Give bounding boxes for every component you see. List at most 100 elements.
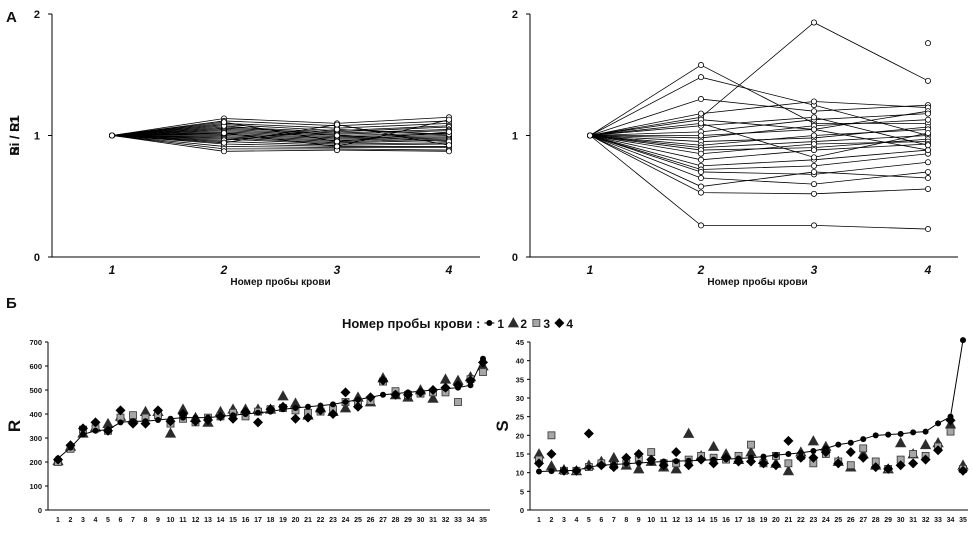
series-line (589, 116, 929, 146)
data-point (671, 447, 682, 458)
x-tick-label: 1 (587, 263, 594, 277)
data-point (220, 148, 227, 155)
x-tick-label: 1 (56, 517, 60, 524)
x-tick-label: 34 (947, 517, 955, 524)
data-point (811, 114, 818, 121)
data-point (427, 392, 439, 403)
data-point (610, 461, 617, 468)
series-line (111, 135, 450, 146)
data-point (560, 467, 567, 474)
data-point (109, 132, 116, 139)
x-tick-label: 9 (637, 517, 641, 524)
y-axis-label: R (5, 420, 24, 432)
data-point (633, 449, 644, 459)
series-line (589, 119, 929, 139)
data-point (698, 222, 705, 229)
data-point (648, 459, 655, 466)
y-tick-label: 1 (512, 131, 518, 143)
data-point (758, 458, 769, 469)
x-tick-label: 30 (897, 517, 905, 524)
series-line (111, 133, 450, 140)
data-point (883, 463, 894, 474)
data-point (547, 431, 556, 440)
x-tick-label: 20 (292, 517, 300, 524)
data-point (785, 451, 792, 457)
data-point (153, 405, 163, 416)
data-point (105, 426, 111, 433)
data-point (92, 427, 99, 434)
y-tick-label: 400 (29, 410, 42, 419)
data-point (925, 168, 932, 175)
data-point (546, 449, 557, 459)
x-tick-label: 33 (934, 517, 942, 524)
data-point (707, 440, 720, 451)
data-point (919, 438, 932, 450)
data-point (811, 190, 818, 197)
x-tick-label: 23 (329, 517, 337, 524)
legend-marker (507, 317, 520, 328)
data-point (797, 449, 804, 456)
series-line (589, 135, 929, 195)
data-point (698, 189, 705, 196)
data-point (129, 411, 137, 420)
data-point (811, 168, 818, 175)
data-point (698, 62, 705, 69)
series-line (589, 126, 929, 142)
x-tick-label: 14 (217, 517, 225, 524)
series-line (111, 122, 450, 136)
x-tick-label: 2 (550, 517, 554, 524)
series-line (589, 135, 929, 167)
data-point (808, 452, 819, 463)
data-point (698, 183, 705, 190)
data-point (822, 445, 829, 452)
data-point (735, 455, 742, 462)
x-tick-label: 23 (809, 517, 817, 524)
series-line (589, 135, 929, 149)
data-point (698, 150, 705, 157)
x-tick-label: 11 (660, 517, 668, 524)
data-point (333, 132, 340, 139)
series-line (111, 124, 450, 136)
x-tick-label: 5 (587, 517, 591, 524)
data-point (548, 468, 555, 475)
legend-label: 1 (497, 317, 504, 331)
x-tick-label: 15 (229, 517, 237, 524)
x-tick-label: 22 (797, 517, 805, 524)
x-tick-label: 32 (442, 517, 450, 524)
data-point (217, 413, 224, 420)
data-point (180, 414, 186, 421)
y-tick-label: 0 (520, 506, 524, 515)
data-point (647, 448, 656, 457)
series-line (590, 129, 929, 151)
x-tick-label: 1 (537, 517, 541, 524)
x-tick-label: 31 (429, 517, 437, 524)
data-point (872, 432, 879, 439)
data-point (587, 132, 594, 139)
x-tick-label: 5 (106, 517, 110, 524)
x-tick-label: 11 (179, 517, 187, 524)
data-point (811, 108, 818, 115)
x-tick-label: 15 (710, 517, 718, 524)
data-point (810, 448, 817, 455)
y-tick-label: 25 (516, 413, 524, 422)
data-point (445, 116, 452, 123)
y-axis-label: Si / S1 (7, 116, 22, 155)
y-tick-label: 15 (516, 450, 524, 459)
y-tick-label: 2 (512, 9, 518, 21)
series-line (589, 135, 929, 175)
series-line (589, 135, 929, 230)
data-point (303, 412, 313, 423)
data-point (846, 461, 855, 470)
data-point (340, 387, 351, 398)
x-tick-label: 25 (354, 517, 362, 524)
data-point (623, 460, 630, 467)
data-point (922, 428, 929, 435)
x-tick-label: 26 (847, 517, 855, 524)
data-point (55, 455, 61, 462)
series-line (111, 124, 450, 146)
data-point (811, 154, 818, 161)
data-point (378, 375, 388, 386)
x-tick-label: 26 (367, 517, 375, 524)
series-line (111, 126, 450, 136)
